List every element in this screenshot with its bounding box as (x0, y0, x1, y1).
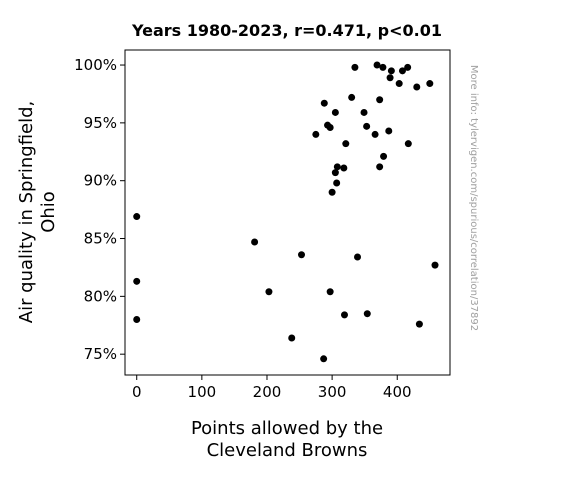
data-point (342, 140, 350, 148)
data-point (395, 80, 403, 88)
y-tick-label: 80% (84, 287, 117, 305)
y-tick-label: 95% (84, 114, 117, 132)
data-point (426, 80, 434, 88)
x-tick-label: 400 (383, 383, 412, 401)
y-tick-label: 85% (84, 230, 117, 248)
x-axis-label-line-2: Cleveland Browns (207, 440, 368, 461)
x-tick-label: 0 (132, 383, 142, 401)
y-tick-label: 90% (84, 172, 117, 190)
data-point (340, 311, 348, 319)
data-point (386, 74, 394, 82)
data-point (251, 238, 259, 246)
data-point (385, 127, 393, 135)
data-point (354, 253, 362, 261)
data-point (351, 63, 359, 71)
chart-title: Years 1980-2023, r=0.471, p<0.01 (131, 21, 442, 40)
data-point (371, 130, 379, 138)
data-point (360, 108, 368, 116)
x-axis-label-line-1: Points allowed by the (191, 418, 383, 439)
data-point (133, 277, 141, 285)
data-point (415, 320, 423, 328)
y-tick-label: 100% (74, 56, 117, 74)
y-axis-label-line-1: Air quality in Springfield, (16, 101, 37, 324)
x-tick-label: 100 (188, 383, 217, 401)
data-point (404, 63, 412, 71)
data-point (376, 163, 384, 171)
data-point (133, 213, 141, 221)
data-point (326, 123, 334, 131)
x-tick-label: 300 (318, 383, 347, 401)
data-point (413, 83, 421, 91)
data-point (288, 334, 296, 342)
data-point (380, 152, 388, 160)
data-point (133, 315, 141, 323)
y-axis: 75% 80% 85% 90% 95% 100% (74, 56, 125, 363)
y-tick-label: 75% (84, 345, 117, 363)
data-point (320, 355, 328, 363)
data-point (298, 251, 306, 259)
data-point (331, 108, 339, 116)
x-axis: 0 100 200 300 400 (132, 375, 412, 401)
data-point (340, 164, 348, 172)
plot-area (124, 49, 451, 376)
data-point (376, 96, 384, 104)
data-point (387, 67, 395, 75)
y-axis-label-line-2: Ohio (38, 191, 59, 233)
data-point (333, 163, 341, 171)
data-point (333, 179, 341, 187)
data-point (404, 140, 412, 148)
data-point (398, 67, 406, 75)
data-point (328, 188, 336, 196)
data-point (331, 169, 339, 177)
data-points (133, 61, 439, 363)
data-point (379, 63, 387, 71)
data-point (312, 130, 320, 138)
data-point (373, 61, 381, 69)
source-credit: More info: tylervigen.com/spurious/corre… (468, 65, 479, 331)
data-point (363, 122, 371, 130)
data-point (265, 288, 273, 296)
data-point (326, 288, 334, 296)
data-point (320, 99, 328, 107)
data-point (431, 261, 439, 269)
data-point (363, 310, 371, 318)
x-tick-label: 200 (253, 383, 282, 401)
data-point (348, 93, 356, 101)
